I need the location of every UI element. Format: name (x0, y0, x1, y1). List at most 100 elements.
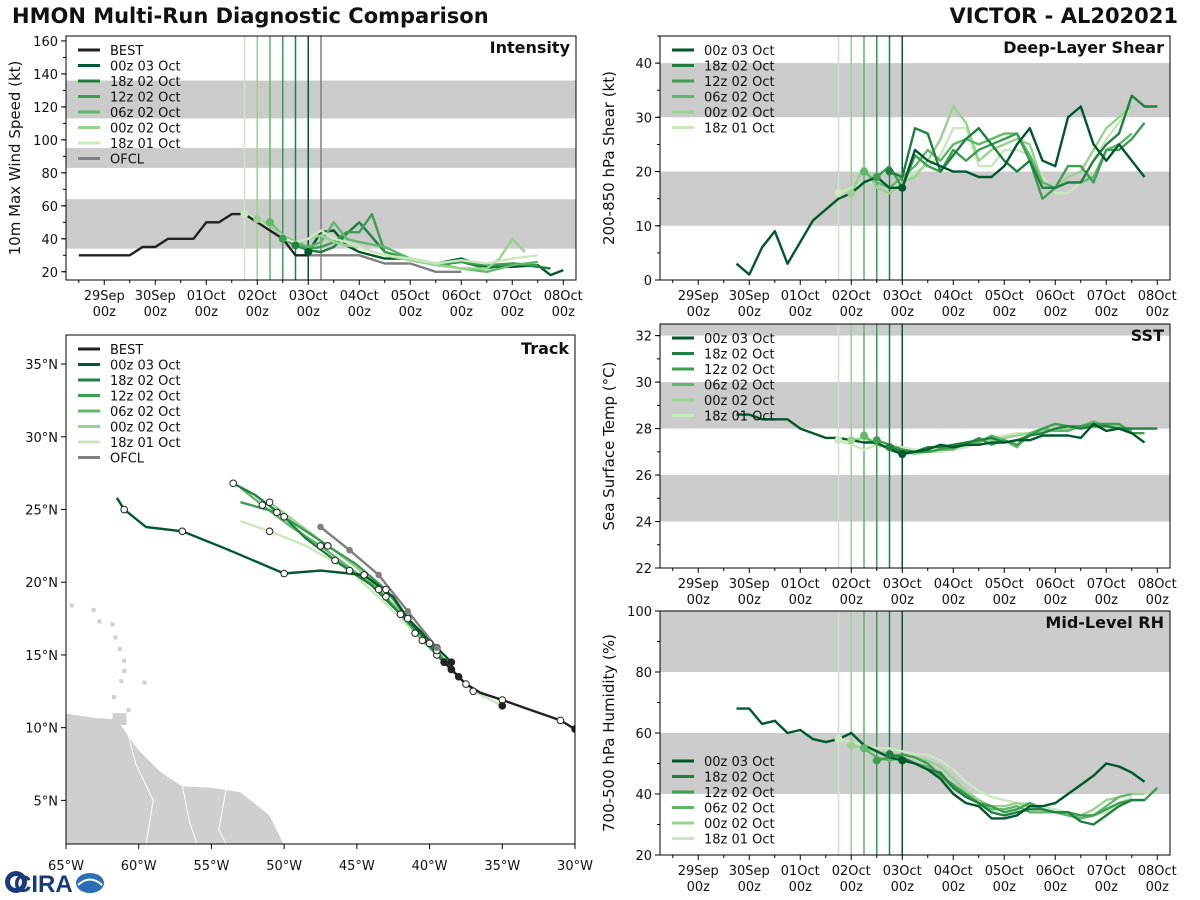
track-legend-label-06z-02-oct: 06z 02 Oct (110, 405, 181, 420)
storm-name: VICTOR - AL202021 (949, 4, 1178, 28)
island-land (110, 622, 115, 627)
intensity-xtick-label-line: 05Oct (391, 289, 430, 304)
sst-xtick-label: 06Oct 00z (1036, 577, 1075, 608)
rh-xtick-label: 29Sep 00z (678, 864, 719, 895)
track-ytick-label: 15°N (25, 649, 58, 664)
shear-xtick-label: 08Oct 00z (1138, 289, 1177, 320)
track-ytick-label: 10°N (25, 722, 58, 737)
track-point-12z-02-oct (425, 639, 434, 648)
intensity-ytick-label: 40 (41, 233, 58, 248)
intensity-legend-label-best: BEST (110, 44, 143, 59)
intensity-xtick-label-line: 00z (450, 305, 474, 320)
rh-legend-label-00z-02-oct: 00z 02 Oct (704, 817, 775, 832)
track-series-12z-02-oct (240, 501, 453, 671)
sst-xtick-label-line: 30Sep (729, 577, 770, 592)
track-xtick-label: 65°W (48, 859, 84, 874)
sst-band-2 (660, 324, 1170, 336)
track-ytick-label: 25°N (25, 504, 58, 519)
sst-ytick-label: 22 (635, 562, 652, 577)
sst-xtick-label-line: 01Oct (781, 577, 820, 592)
shear-xtick-label-line: 03Oct (883, 289, 922, 304)
rh-xtick-label: 01Oct 00z (781, 864, 820, 895)
intensity-xtick-label-line: 06Oct (442, 289, 481, 304)
rh-xtick-label-line: 05Oct (985, 864, 1024, 879)
sst-legend-label-06z-02-oct: 06z 02 Oct (704, 379, 775, 394)
rh-xtick-label: 30Sep 00z (729, 864, 770, 895)
sst-xtick-label-line: 02Oct (832, 577, 871, 592)
sst-xtick-label-line: 00z (1146, 593, 1170, 608)
rh-xtick-label: 05Oct 00z (985, 864, 1024, 895)
border-line (181, 785, 198, 844)
rh-xtick-label: 03Oct 00z (883, 864, 922, 895)
rh-xtick-label: 04Oct 00z (934, 864, 973, 895)
track-point-00z-03-oct (403, 614, 412, 623)
intensity-ytick-label: 20 (41, 266, 58, 281)
rh-ytick-label: 60 (635, 727, 652, 742)
track-panel: 65°W 60°W 55°W 50°W 45°W 40°W 35°W 30°W 5°N 10°N 1… (25, 334, 593, 874)
sst-ytick-label: 32 (635, 330, 652, 345)
shear-xtick-label: 03Oct 00z (883, 289, 922, 320)
sst-legend-label-00z-03-oct: 00z 03 Oct (704, 332, 775, 347)
track-ytick-label: 5°N (34, 794, 59, 809)
track-point-18z-01-oct (469, 687, 478, 696)
sst-xtick-label-line: 03Oct (883, 577, 922, 592)
intensity-xtick-label-line: 30Sep (135, 289, 176, 304)
sst-legend-label-18z-01-oct: 18z 01 Oct (704, 410, 775, 425)
rh-series-18z-02-oct (889, 753, 1145, 826)
rh-xtick-label-line: 07Oct (1087, 864, 1126, 879)
intensity-xtick-label-line: 00z (297, 305, 321, 320)
track-point-18z-02-oct (396, 610, 405, 619)
rh-init-marker-00z-02-oct (847, 741, 856, 750)
intensity-xtick-label: 29Sep 00z (84, 289, 125, 320)
track-point-best (571, 725, 575, 733)
shear-xtick-label-line: 00z (789, 305, 813, 320)
shear-legend-label-00z-02-oct: 00z 02 Oct (704, 106, 775, 121)
shear-xtick-label-line: 01Oct (781, 289, 820, 304)
shear-xtick-label-line: 00z (840, 305, 864, 320)
shear-init-marker-00z-02-oct (847, 189, 856, 198)
shear-xtick-label-line: 02Oct (832, 289, 871, 304)
shear-series-18z-02-oct (889, 94, 1158, 190)
sst-init-marker-18z-01-oct (834, 436, 843, 445)
intensity-series-best (78, 212, 309, 257)
intensity-xtick-label: 05Oct 00z (391, 289, 430, 320)
track-xtick-label: 55°W (193, 859, 229, 874)
rh-init-marker-18z-02-oct (885, 750, 894, 759)
track-point-18z-01-oct (498, 702, 507, 710)
sst-xtick-label-line: 04Oct (934, 577, 973, 592)
sst-xtick-label: 03Oct 00z (883, 577, 922, 608)
track-legend-label-12z-02-oct: 12z 02 Oct (110, 390, 181, 405)
island-land (111, 695, 116, 700)
shear-xtick-label: 06Oct 00z (1036, 289, 1075, 320)
sst-xtick-label-line: 07Oct (1087, 577, 1126, 592)
island-land (97, 619, 102, 624)
rh-xtick-label: 06Oct 00z (1036, 864, 1075, 895)
intensity-init-marker-06z-02-oct (266, 218, 274, 227)
sst-xtick-label-line: 00z (738, 593, 762, 608)
sst-xtick-label-line: 00z (789, 593, 813, 608)
shear-init-marker-00z-03-oct (898, 183, 907, 192)
shear-xtick-label-line: 00z (1095, 305, 1119, 320)
sst-xtick-label-line: 00z (993, 593, 1017, 608)
sst-xtick-label-line: 00z (687, 593, 711, 608)
sst-band-1 (660, 382, 1170, 429)
track-point-12z-02-oct (382, 585, 390, 594)
intensity-xtick-label-line: 00z (552, 305, 576, 320)
rh-series-12z-02-oct (876, 753, 1159, 817)
track-series-00z-02-oct (268, 501, 460, 678)
shear-legend-label-06z-02-oct: 06z 02 Oct (704, 91, 775, 106)
track-frame (65, 334, 576, 845)
sst-xtick-label-line: 00z (942, 593, 966, 608)
track-series-best (443, 661, 575, 731)
sst-xtick-label: 08Oct 00z (1138, 577, 1177, 608)
sst-legend-label-18z-02-oct: 18z 02 Oct (704, 348, 775, 363)
intensity-init-marker-18z-02-oct (291, 241, 300, 250)
rh-ylabel: 700-500 hPa Humidity (%) (600, 634, 618, 832)
shear-legend-label-00z-03-oct: 00z 03 Oct (704, 44, 775, 59)
rh-title: Mid-Level RH (1045, 613, 1164, 632)
sst-xtick-label-line: 29Sep (678, 577, 719, 592)
track-point-ofcl (317, 523, 324, 531)
sst-xtick-label: 05Oct 00z (985, 577, 1024, 608)
